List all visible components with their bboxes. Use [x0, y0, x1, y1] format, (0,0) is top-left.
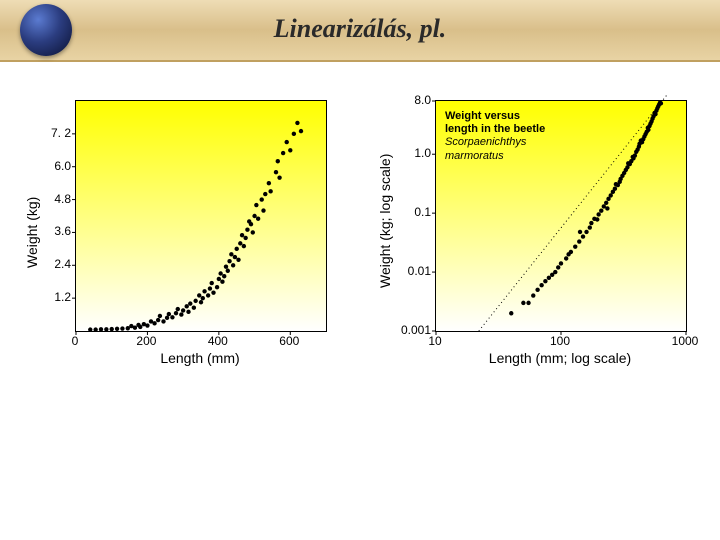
chart-right-xtick: 1000	[667, 334, 703, 348]
chart-right-ylabel: Weight (kg; log scale)	[377, 128, 393, 288]
chart-left-plot	[75, 100, 327, 332]
annot-species2: marmoratus	[445, 150, 545, 163]
annot-line1: Weight versus	[445, 110, 520, 122]
chart-right-ytick: 0.01	[393, 264, 431, 278]
chart-log: Weight (kg; log scale) Weight versus len…	[375, 90, 700, 410]
annot-species1: Scorpaenichthys	[445, 136, 545, 149]
chart-left-ytick: 3.6	[38, 224, 71, 238]
chart-right-ytick: 8.0	[393, 93, 431, 107]
chart-right-xtick: 100	[542, 334, 578, 348]
chart-left-ytick: 7. 2	[38, 126, 71, 140]
chart-right-xtick: 10	[417, 334, 453, 348]
chart-left-ytick: 4.8	[38, 192, 71, 206]
chart-left-ytick: 6.0	[38, 159, 71, 173]
chart-left-xtick: 200	[131, 334, 161, 348]
page-title: Linearizálás, pl.	[0, 14, 720, 44]
chart-right-ytick: 1.0	[393, 146, 431, 160]
annot-line2: length in the beetle	[445, 123, 545, 135]
chart-left-ytick: 2.4	[38, 257, 71, 271]
chart-left-xtick: 0	[60, 334, 90, 348]
charts-container: Weight (kg) 1.22.43.64.86.07. 2 02004006…	[20, 90, 700, 410]
chart-right-xlabel: Length (mm; log scale)	[435, 350, 685, 366]
chart-left-xtick: 400	[203, 334, 233, 348]
header-banner: Linearizálás, pl.	[0, 0, 720, 62]
chart-right-annotation: Weight versus length in the beetle Scorp…	[445, 110, 545, 163]
chart-left-ytick: 1.2	[38, 290, 71, 304]
chart-right-ytick: 0.1	[393, 205, 431, 219]
chart-linear: Weight (kg) 1.22.43.64.86.07. 2 02004006…	[20, 90, 345, 410]
chart-left-xtick: 600	[274, 334, 304, 348]
chart-left-xlabel: Length (mm)	[75, 350, 325, 366]
